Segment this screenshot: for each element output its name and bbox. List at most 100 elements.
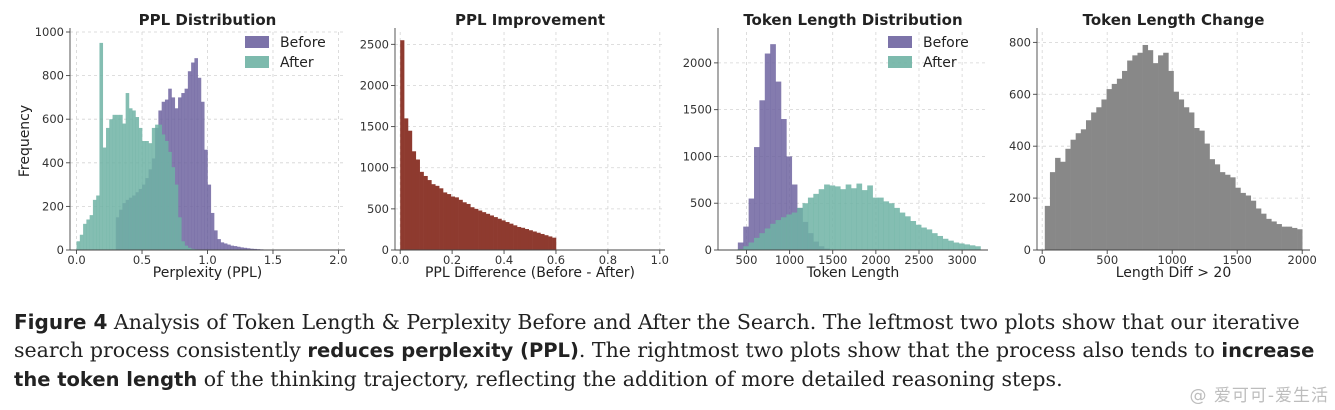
histogram-bar (443, 192, 448, 250)
histogram-bar (1188, 112, 1195, 250)
histogram-bar (184, 88, 189, 251)
y-tick-label: 400 (42, 156, 64, 170)
histogram-bar (99, 42, 104, 251)
histogram-bar (532, 231, 537, 250)
histogram-bar (407, 130, 413, 250)
x-tick-label: 1.0 (651, 253, 669, 267)
histogram-bar (524, 229, 530, 250)
y-tick-label: 2000 (683, 56, 712, 70)
histogram-bar (200, 101, 205, 250)
y-tick-label: 1000 (683, 149, 712, 163)
histogram-bar (450, 196, 456, 250)
histogram-bar (207, 184, 212, 250)
caption-highlight-length: increase the token length (14, 339, 1315, 391)
y-tick-label: 1500 (360, 120, 389, 134)
histogram-bar (528, 230, 533, 250)
histogram-bar (948, 240, 954, 250)
legend-label: Before (280, 35, 326, 51)
histogram-bar (1060, 161, 1066, 250)
histogram-bar (158, 124, 162, 250)
histogram-bar (1096, 107, 1102, 250)
histogram-bar (737, 249, 744, 250)
chart-4 (1033, 28, 1310, 254)
histogram-bar (1261, 213, 1267, 250)
x-axis-label: Perplexity (PPL) (153, 265, 262, 281)
histogram-bar (775, 220, 782, 250)
y-axis-label: Frequency (17, 105, 33, 177)
histogram-bar (174, 184, 179, 250)
histogram-bar (802, 203, 809, 250)
histogram-bar (780, 119, 787, 250)
histogram-bar (135, 117, 140, 251)
chart-title: Token Length Distribution (743, 11, 962, 29)
histogram-bar (797, 207, 803, 250)
y-tick-label: 1000 (35, 25, 64, 39)
x-tick-label: 2000 (861, 253, 890, 267)
histogram-bar (204, 149, 208, 250)
histogram-bar (148, 143, 153, 250)
histogram-bar (92, 199, 97, 250)
histogram-bar (520, 227, 526, 250)
histogram-bar (748, 198, 755, 250)
histogram-bar (86, 219, 90, 250)
histogram-bar (1137, 52, 1143, 251)
histogram-bar (446, 194, 452, 250)
x-tick-label: 1.5 (264, 253, 282, 267)
histogram-bar (197, 77, 202, 250)
histogram-bar (969, 245, 976, 250)
histogram-bar (1147, 50, 1154, 250)
histogram-bar (921, 227, 927, 250)
x-tick-label: 2.0 (329, 253, 347, 267)
legend-swatch (888, 56, 912, 68)
y-tick-label: 1500 (683, 103, 712, 117)
x-tick-label: 1.0 (198, 253, 216, 267)
histogram-bar (770, 44, 776, 251)
x-tick-label: 0.5 (133, 253, 151, 267)
histogram-bar (125, 93, 130, 250)
histogram-bar (164, 141, 169, 250)
histogram-bar (481, 212, 487, 250)
histogram-bar (1122, 70, 1128, 250)
histogram-bar (178, 97, 182, 251)
histogram-bar (1111, 83, 1118, 251)
histogram-bar (233, 246, 238, 250)
histogram-bar (240, 247, 244, 250)
histogram-bar (181, 93, 185, 250)
x-tick-label: 1500 (1223, 253, 1252, 267)
histogram-bar (1044, 205, 1051, 250)
histogram-bar (76, 241, 81, 250)
histogram-bar (775, 81, 782, 250)
histogram-bar (1199, 130, 1205, 250)
legend-swatch (245, 56, 269, 68)
legend-label: After (923, 55, 957, 71)
histogram-bar (128, 108, 133, 250)
chart-3 (714, 28, 988, 254)
y-tick-label: 800 (1009, 35, 1031, 49)
histogram-bar (187, 247, 192, 250)
y-tick-label: 400 (1009, 139, 1031, 153)
x-tick-label: 2000 (1288, 253, 1317, 267)
histogram-bar (497, 218, 502, 250)
histogram-bar (942, 238, 949, 250)
y-tick-label: 200 (42, 199, 64, 213)
histogram-bar (253, 248, 257, 250)
histogram-bar (883, 201, 890, 250)
histogram-bar (915, 224, 922, 250)
histogram-bar (470, 207, 475, 250)
chart-title: Token Length Change (1083, 11, 1265, 29)
figure-panels: 0.0 0.5 1.0 1.5 2.0 0 200 400 600 800 1000 PPL Dist… (17, 11, 1317, 281)
histogram-bar (1250, 200, 1257, 250)
y-tick-label: 2500 (360, 37, 389, 51)
histogram-bar (243, 247, 248, 250)
histogram-bar (439, 188, 444, 250)
histogram-bar (168, 151, 172, 250)
histogram-bar (194, 58, 198, 250)
histogram-bar (867, 185, 873, 250)
histogram-bar (217, 239, 221, 250)
x-tick-label: 0.6 (547, 253, 565, 267)
histogram-bar (1204, 143, 1210, 250)
histogram-bar (770, 223, 776, 250)
histogram-bar (1286, 226, 1293, 250)
watermark: @ 爱可可-爱生活 (1189, 386, 1329, 406)
histogram-bar (1132, 55, 1138, 250)
